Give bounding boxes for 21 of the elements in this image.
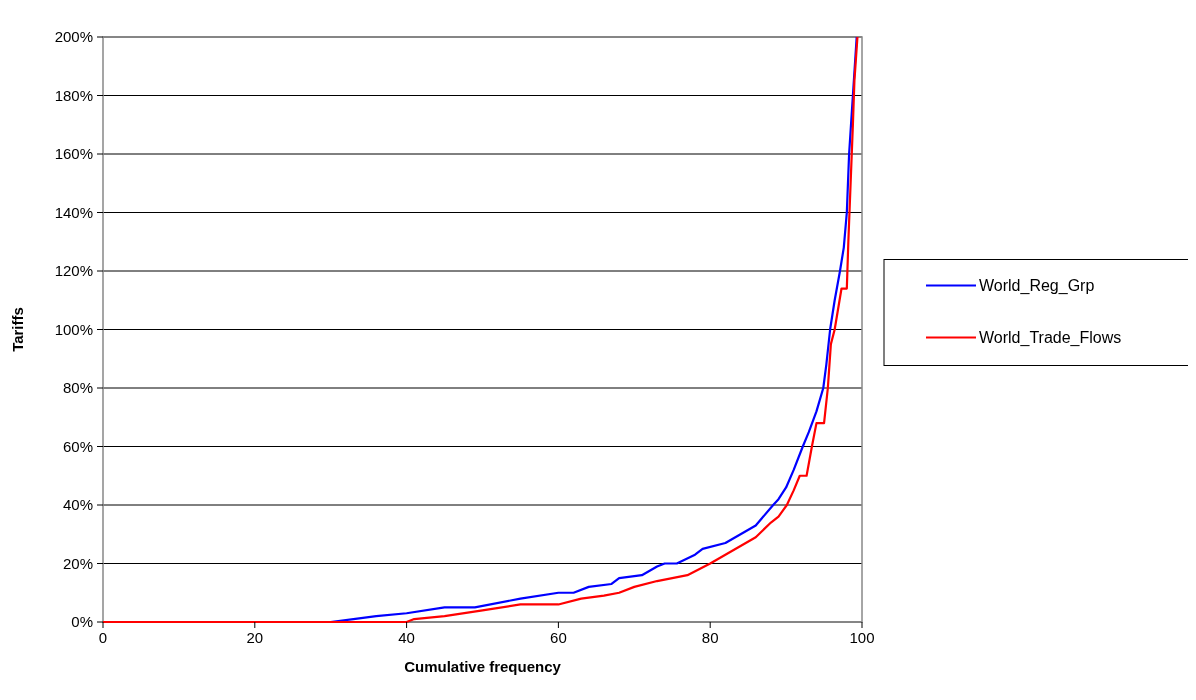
legend-label: World_Trade_Flows [979,329,1122,348]
x-tick-label: 100 [849,629,875,646]
y-tick-label: 180% [54,86,93,104]
y-axis-title: Tariffs [9,307,26,352]
y-tick-label: 0% [71,613,93,631]
x-tick-label: 0 [98,629,108,646]
y-tick-label: 140% [54,203,93,221]
y-tick-label: 100% [54,320,93,338]
x-tick-label: 60 [550,629,567,646]
y-tick-label: 160% [54,145,93,163]
x-tick-label: 40 [398,629,415,646]
x-tick-label: 80 [701,629,719,646]
y-tick-label: 120% [54,262,93,280]
y-tick-label: 20% [62,554,93,572]
y-tick-label: 80% [62,379,93,397]
y-tick-label: 60% [62,437,93,455]
legend-label: World_Reg_Grp [979,277,1095,296]
x-axis-title: Cumulative frequency [404,658,562,675]
x-tick-label: 20 [246,629,264,646]
y-tick-label: 200% [54,28,93,46]
y-tick-label: 40% [62,496,93,514]
